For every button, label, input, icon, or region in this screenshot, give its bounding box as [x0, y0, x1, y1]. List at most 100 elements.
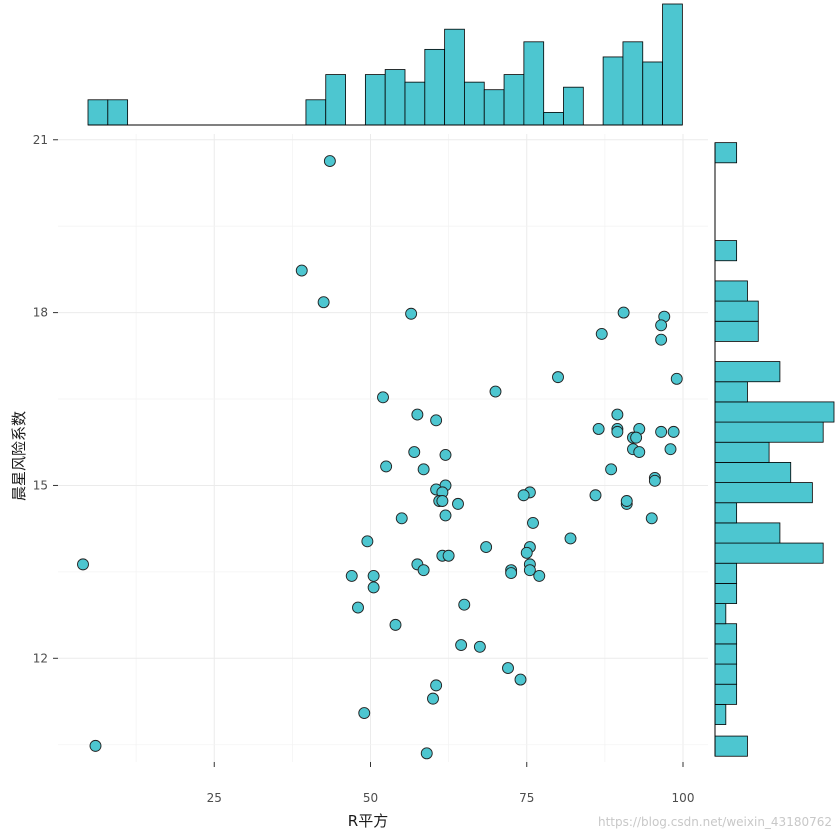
scatter-point — [595, 327, 608, 340]
scatter-point — [489, 385, 502, 398]
scatter-point — [620, 495, 633, 507]
scatter-point — [520, 546, 533, 559]
x-histogram-bar — [325, 74, 346, 126]
y-histogram-bar — [714, 361, 781, 383]
scatter-point — [480, 541, 493, 554]
x-axis-title: R平方 — [348, 812, 388, 830]
y-axis-title: 晨星风险系数 — [10, 411, 28, 501]
scatter-point — [473, 640, 486, 653]
scatter-point — [436, 495, 449, 507]
x-tick-label: 75 — [519, 791, 534, 805]
scatter-point — [317, 296, 330, 309]
y-histogram-bar — [714, 502, 738, 524]
x-histogram-bar — [662, 3, 683, 126]
scatter-point — [405, 307, 418, 320]
scatter-point — [367, 569, 380, 582]
scatter-point — [420, 747, 433, 760]
scatter-point — [352, 601, 364, 614]
scatter-points — [77, 155, 683, 760]
x-histogram-bar — [602, 56, 624, 126]
y-histogram-bar — [714, 582, 738, 604]
y-histogram-bar — [714, 142, 738, 164]
y-histogram-bar — [714, 683, 738, 705]
scatter-point — [611, 425, 624, 438]
y-histogram-bar — [714, 381, 748, 403]
watermark: https://blog.csdn.net/weixin_43180762 — [598, 815, 832, 829]
scatter-point — [617, 306, 630, 319]
y-histogram-bar — [714, 703, 727, 725]
scatter-point — [427, 692, 439, 705]
scatter-point — [439, 509, 452, 522]
x-histogram-bar — [444, 28, 465, 126]
y-histogram-bar — [714, 522, 781, 544]
scatter-point — [533, 569, 546, 582]
y-histogram-bar — [714, 482, 813, 504]
x-histogram-bar — [384, 69, 406, 126]
x-histogram-bar — [424, 48, 446, 126]
scatter-point — [367, 581, 380, 594]
scatter-point — [430, 679, 443, 692]
x-histogram-bar — [107, 99, 129, 126]
y-tick-label: 21 — [33, 133, 48, 147]
y-histogram-bar — [714, 603, 727, 625]
scatter-point — [358, 707, 371, 719]
scatter-point — [655, 425, 668, 438]
scatter-point — [564, 532, 577, 545]
x-histogram-bar — [563, 86, 584, 126]
y-histogram-bar — [714, 542, 824, 564]
grid — [58, 134, 708, 762]
scatter-point — [389, 618, 402, 631]
y-marginal-histogram — [714, 142, 835, 757]
x-tick-label: 25 — [207, 791, 222, 805]
scatter-point — [361, 535, 374, 548]
scatter-point — [77, 558, 89, 571]
x-marginal-histogram — [87, 3, 683, 126]
scatter-point — [345, 569, 358, 582]
y-histogram-bar — [714, 421, 824, 443]
y-histogram-bar — [714, 462, 792, 483]
scatter-point — [417, 564, 430, 577]
scatter-point — [408, 446, 421, 458]
scatter-point — [648, 474, 661, 487]
x-histogram-bar — [305, 99, 327, 126]
scatter-point — [517, 489, 530, 502]
y-histogram-bar — [714, 320, 759, 342]
scatter-point — [323, 155, 336, 168]
scatter-point — [633, 446, 646, 458]
x-histogram-bar — [503, 74, 525, 126]
scatter-point — [502, 662, 514, 675]
scatter-point — [295, 264, 308, 277]
scatter-point — [527, 516, 539, 529]
y-histogram-bar — [714, 623, 738, 645]
scatter-point — [411, 408, 424, 421]
x-histogram-bar — [523, 41, 545, 126]
scatter-point — [395, 512, 408, 525]
y-histogram-bar — [714, 562, 738, 584]
scatter-point — [589, 489, 602, 502]
x-histogram-bar — [404, 81, 426, 126]
x-histogram-bar — [543, 111, 564, 126]
x-tick-label: 50 — [363, 791, 378, 805]
y-histogram-bar — [714, 401, 835, 423]
y-tick-label: 15 — [33, 478, 48, 492]
scatter-point — [377, 391, 389, 404]
scatter-point — [514, 673, 527, 686]
scatter-point — [458, 598, 471, 611]
scatter-point — [592, 423, 605, 435]
x-tick-label: 100 — [672, 791, 695, 805]
y-histogram-bar — [714, 240, 738, 262]
scatter-point — [455, 639, 468, 651]
scatter-point — [630, 431, 643, 444]
scatter-point — [452, 497, 464, 510]
y-histogram-bar — [714, 441, 770, 463]
x-histogram-bar — [464, 81, 485, 126]
scatter-point — [655, 333, 668, 346]
x-histogram-bar — [364, 74, 386, 126]
x-histogram-bar — [87, 99, 109, 126]
x-histogram-bar — [483, 89, 505, 126]
scatter-point — [442, 549, 455, 562]
scatter-point — [380, 460, 393, 473]
y-histogram-bar — [714, 735, 748, 757]
x-histogram-bar — [642, 61, 663, 126]
